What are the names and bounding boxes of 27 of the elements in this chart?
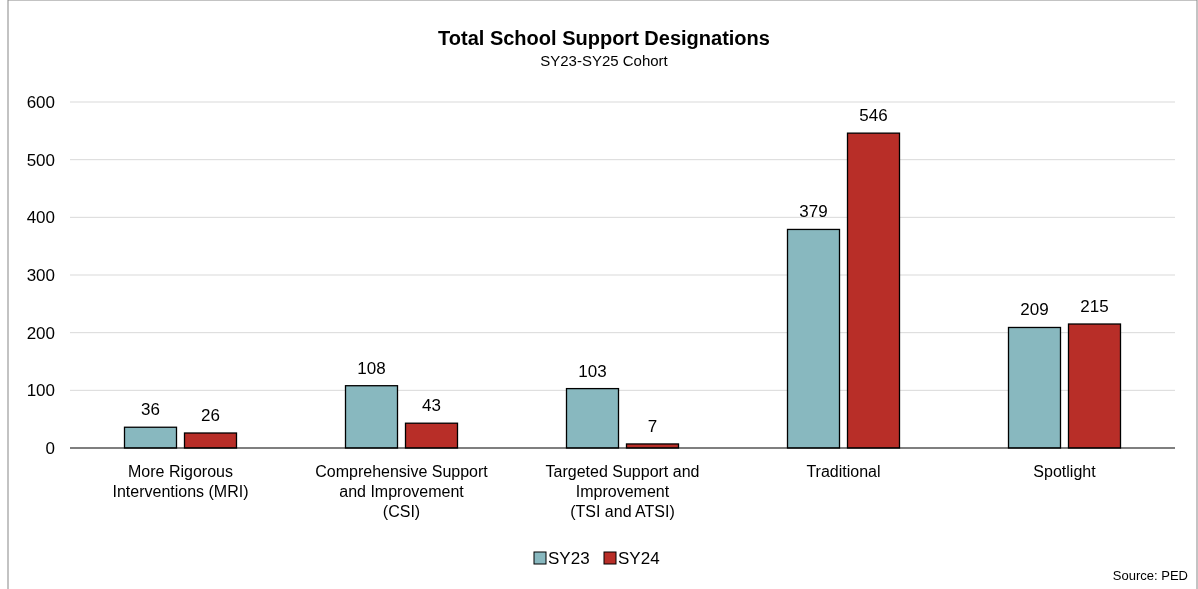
y-tick-label: 0: [45, 439, 55, 458]
legend-label: SY23: [548, 549, 590, 568]
data-label: 36: [141, 400, 160, 420]
y-tick-label: 400: [26, 208, 55, 228]
data-label: 215: [1080, 297, 1109, 317]
x-tick-label: More Rigorous Interventions (MRI): [112, 463, 249, 500]
x-tick-label: Comprehensive Support and Improvement (CSI): [315, 463, 489, 520]
x-tick-label: Spotlight: [1033, 463, 1097, 480]
data-label: 26: [201, 406, 220, 426]
data-label: 7: [647, 416, 658, 436]
data-label: 546: [859, 106, 888, 126]
y-tick-label: 500: [26, 150, 55, 170]
x-tick-label: Traditional: [806, 463, 881, 480]
data-label: 43: [422, 396, 441, 416]
chart-subtitle: SY23-SY25 Cohort: [540, 52, 669, 69]
y-tick-label: 100: [26, 381, 55, 401]
data-label: 209: [1020, 300, 1049, 320]
chart-title: Total School Support Designations: [438, 27, 770, 49]
legend-label: SY24: [618, 549, 660, 568]
data-label: 108: [357, 358, 386, 378]
data-label: 379: [799, 202, 828, 222]
x-tick-label: Targeted Support and Improvement (TSI and ATSI): [545, 463, 700, 520]
data-label: 103: [578, 361, 607, 381]
source-note: Source: PED: [1112, 568, 1188, 583]
y-tick-label: 200: [26, 323, 55, 343]
y-tick-label: 300: [26, 266, 55, 285]
y-tick-label: 600: [26, 93, 55, 112]
